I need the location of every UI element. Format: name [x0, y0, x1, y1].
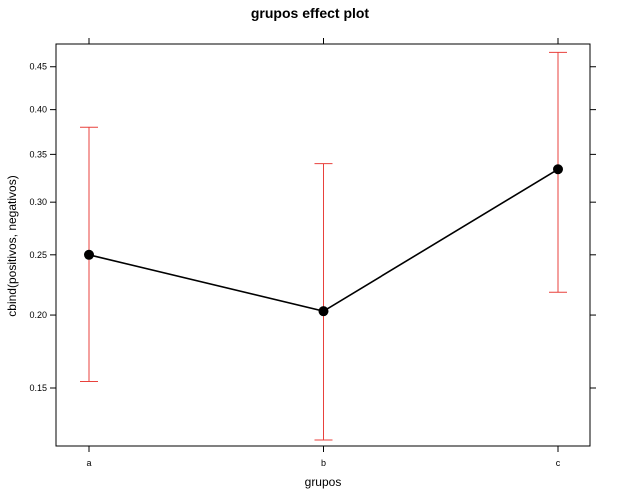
error-bars [80, 51, 567, 441]
error-bar [314, 163, 333, 441]
y-tick-label: 0.25 [29, 250, 47, 260]
y-tick-label: 0.45 [29, 62, 47, 72]
x-axis-label: grupos [305, 475, 342, 489]
x-axis: a b c [86, 38, 561, 468]
x-tick-label: c [556, 458, 561, 468]
y-tick-label: 0.15 [29, 383, 47, 393]
data-point [553, 164, 563, 175]
x-tick-label: a [86, 458, 91, 468]
chart-title: grupos effect plot [251, 5, 370, 21]
y-tick-label: 0.40 [29, 105, 47, 115]
y-tick-label: 0.20 [29, 310, 47, 320]
y-tick-label: 0.35 [29, 149, 47, 159]
data-point [84, 249, 94, 260]
data-point [318, 306, 329, 317]
y-tick-label: 0.30 [29, 197, 47, 207]
data-points [84, 164, 563, 317]
y-axis-label: cbind(positivos, negativos) [5, 175, 19, 316]
y-axis: 0.15 0.20 0.25 0.30 0.35 0.40 0.45 [29, 62, 596, 393]
x-tick-label: b [321, 458, 326, 468]
